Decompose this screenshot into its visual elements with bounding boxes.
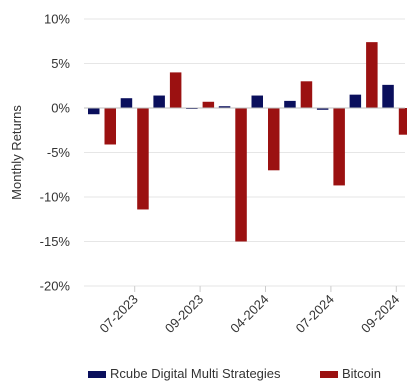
legend-swatch xyxy=(88,371,106,378)
bar-bitcoin xyxy=(398,108,407,135)
bar-bitcoin xyxy=(137,108,149,210)
bar-bitcoin xyxy=(268,108,280,171)
y-tick-label: 10% xyxy=(44,12,70,27)
bar-rcube xyxy=(251,95,263,108)
x-tick-label: 04-2024 xyxy=(227,292,271,336)
bar-bitcoin xyxy=(235,108,247,242)
bar-rcube xyxy=(153,95,165,108)
bar-bitcoin xyxy=(333,108,345,186)
bar-bitcoin xyxy=(169,72,182,108)
bar-rcube xyxy=(382,84,394,108)
bar-bitcoin xyxy=(202,101,215,108)
bar-rcube xyxy=(120,98,133,108)
y-tick-label: -5% xyxy=(47,145,71,160)
bar-bitcoin xyxy=(366,42,378,108)
y-tick-label: 5% xyxy=(51,56,70,71)
legend-label: Rcube Digital Multi Strategies xyxy=(110,366,281,381)
y-tick-label: -10% xyxy=(40,190,71,205)
bar-rcube xyxy=(284,100,296,108)
bar-rcube xyxy=(88,108,100,115)
bars xyxy=(88,42,407,242)
bar-rcube xyxy=(349,94,362,108)
bar-bitcoin xyxy=(104,108,116,145)
y-tick-label: -15% xyxy=(40,234,71,249)
legend-label: Bitcoin xyxy=(342,366,381,381)
legend-swatch xyxy=(320,371,338,378)
y-tick-label: -20% xyxy=(40,279,71,294)
y-axis-title: Monthly Returns xyxy=(9,105,24,200)
y-tick-label: 0% xyxy=(51,101,70,116)
bar-rcube xyxy=(316,108,329,110)
x-axis-ticks: 07-2023 09-2023 04-2024 07-2024 09-2024 xyxy=(96,286,402,336)
legend: Rcube Digital Multi Strategies Bitcoin xyxy=(88,366,381,381)
x-tick-label: 07-2024 xyxy=(293,292,337,336)
bar-rcube xyxy=(218,106,231,108)
x-tick-label: 09-2024 xyxy=(358,292,402,336)
x-tick-label: 07-2023 xyxy=(96,292,140,336)
y-axis-ticks: 10% 5% 0% -5% -10% -15% -20% xyxy=(40,12,71,294)
x-tick-label: 09-2023 xyxy=(162,292,206,336)
bar-bitcoin xyxy=(300,81,313,108)
